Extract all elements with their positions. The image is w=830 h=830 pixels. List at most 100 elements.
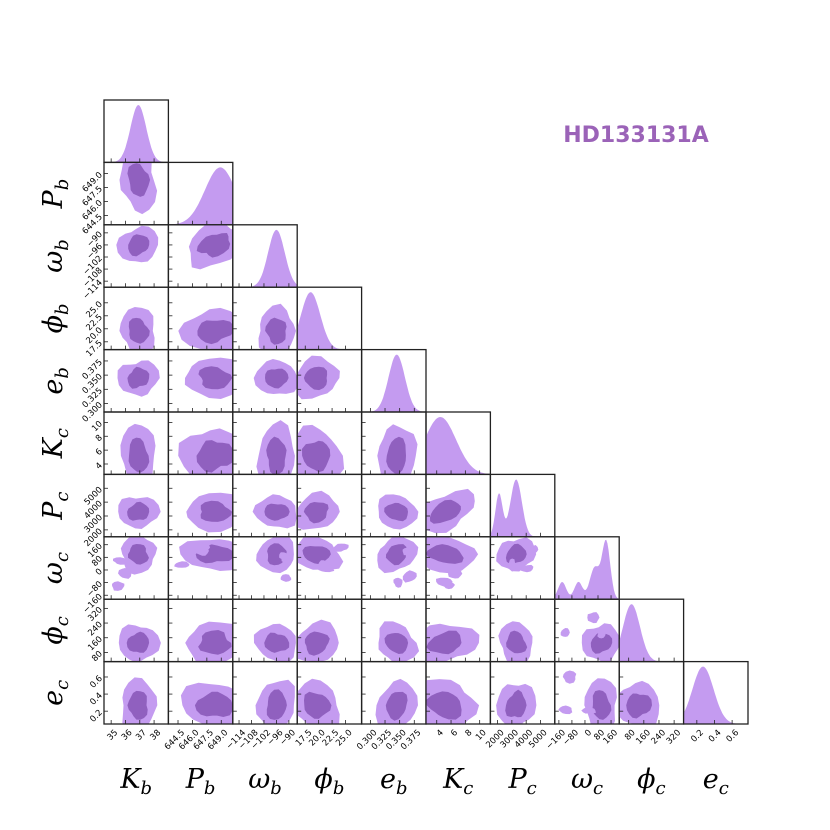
contour-inner-9-7 (592, 690, 612, 720)
contour-inner-2-1 (196, 233, 231, 258)
contour-island-7-4-0 (402, 570, 417, 583)
contour-island-7-2-2 (279, 552, 291, 560)
xaxis-label-3: ϕb (314, 764, 344, 799)
contour-island-7-4-1 (402, 547, 411, 556)
ytick-label-7-2: 0 (94, 567, 105, 578)
panel-9-3 (296, 660, 363, 725)
marginal-hist-5 (426, 417, 491, 475)
contour-inner-9-1 (194, 691, 233, 717)
contour-inner-6-0 (127, 501, 150, 521)
yaxis-label-5: Kc (38, 428, 73, 459)
yaxis-label-2: ωb (38, 239, 73, 273)
panel-5-0 (103, 411, 170, 476)
marginal-hist-7 (554, 539, 620, 600)
xtick-label-9-1: 0.4 (707, 728, 724, 745)
contour-inner-7-4 (385, 544, 407, 566)
panel-6-2 (232, 473, 298, 538)
ytick-label-5-2: 8 (94, 433, 105, 444)
contour-island-9-7-0 (562, 670, 577, 684)
panel-6-4 (360, 473, 427, 538)
xaxis-label-0: Kb (119, 764, 152, 799)
panel-frame-9-9 (682, 660, 749, 725)
panel-3-2 (232, 286, 298, 351)
xaxis-label-6: Pc (507, 764, 536, 799)
panel-3-0 (103, 286, 170, 351)
panel-7-3 (296, 536, 363, 600)
panel-5-2 (232, 411, 298, 476)
contour-inner-5-4 (386, 436, 406, 474)
chart-title: HD133131A (563, 123, 709, 148)
panel-1-1 (167, 161, 234, 226)
panel-9-6 (489, 660, 556, 725)
contour-inner-4-2 (265, 368, 289, 389)
marginal-hist-1 (168, 167, 233, 225)
contour-inner-5-0 (128, 437, 150, 473)
panel-8-3 (296, 598, 363, 663)
contour-inner-7-0 (128, 544, 149, 565)
panel-4-0 (103, 348, 170, 413)
panel-9-8 (618, 660, 685, 725)
panel-6-6 (489, 473, 556, 538)
panel-8-8 (618, 598, 685, 663)
ytick-label-5-1: 6 (94, 447, 105, 458)
panel-5-4 (360, 411, 427, 476)
panel-4-1 (167, 348, 234, 413)
panel-4-2 (232, 348, 298, 413)
marginal-hist-8 (619, 604, 684, 662)
contour-inner-3-0 (128, 317, 150, 344)
xtick-label-8-2: 240 (650, 728, 669, 747)
contour-island-7-4-2 (393, 577, 403, 588)
panel-4-4 (360, 348, 427, 413)
contour-island-7-1-1 (195, 542, 211, 552)
marginal-hist-4 (361, 354, 426, 412)
panel-9-4 (360, 660, 427, 725)
panel-9-1 (167, 660, 234, 725)
contour-inner-8-2 (264, 632, 290, 653)
contour-island-7-2-1 (280, 574, 292, 582)
ytick-label-5-0: 4 (94, 461, 105, 472)
labels-group: 35 36 37 38Kb644.5646.0647.5649.0Pb644.5646… (38, 170, 741, 799)
contour-inner-6-5 (430, 499, 461, 524)
panel-8-6 (489, 598, 556, 663)
contour-inner-4-3 (303, 366, 328, 391)
xaxis-label-8: ϕc (637, 764, 666, 799)
contour-island-7-3-2 (333, 543, 349, 552)
panel-6-5 (425, 473, 492, 538)
contour-inner-3-2 (265, 317, 287, 345)
xtick-label-5-2: 8 (464, 728, 475, 739)
yaxis-label-7: ωc (38, 552, 73, 584)
xtick-label-7-1: −80 (561, 728, 581, 748)
yaxis-label-9: ec (38, 680, 73, 706)
panel-7-7 (554, 536, 620, 600)
yaxis-label-1: Pb (38, 179, 73, 210)
panel-6-3 (296, 473, 363, 538)
contour-island-7-6-0 (527, 545, 539, 555)
marginal-hist-3 (297, 292, 362, 350)
xaxis-label-9: ec (703, 764, 729, 799)
xtick-label-9-2: 0.6 (725, 728, 742, 745)
contour-island-7-0-1 (113, 557, 127, 565)
contour-inner-9-3 (304, 691, 332, 719)
contour-inner-9-0 (127, 690, 148, 720)
contour-island-7-1-2 (174, 561, 190, 568)
xtick-label-3-3: 25.0 (334, 728, 354, 748)
panel-7-5 (425, 536, 492, 600)
xtick-label-8-1: 160 (634, 728, 653, 747)
contour-inner-8-1 (198, 630, 232, 655)
ytick-label-8-2: 240 (86, 620, 105, 639)
contour-inner-9-2 (266, 689, 287, 720)
contour-island-8-7-1 (560, 628, 570, 637)
panel-2-0 (103, 224, 170, 288)
xtick-label-0-2: 37 (134, 728, 149, 743)
contour-inner-6-1 (200, 500, 233, 522)
contour-island-7-5-2 (448, 568, 463, 579)
panel-8-7 (554, 598, 620, 663)
xaxis-label-2: ωb (248, 764, 282, 799)
contour-island-7-0-0 (112, 581, 125, 591)
panel-5-1 (167, 411, 234, 476)
contour-island-9-7-2 (581, 706, 596, 714)
xtick-label-7-2: 0 (583, 728, 594, 739)
panel-8-2 (232, 598, 298, 663)
contour-inner-7-3 (302, 546, 331, 565)
